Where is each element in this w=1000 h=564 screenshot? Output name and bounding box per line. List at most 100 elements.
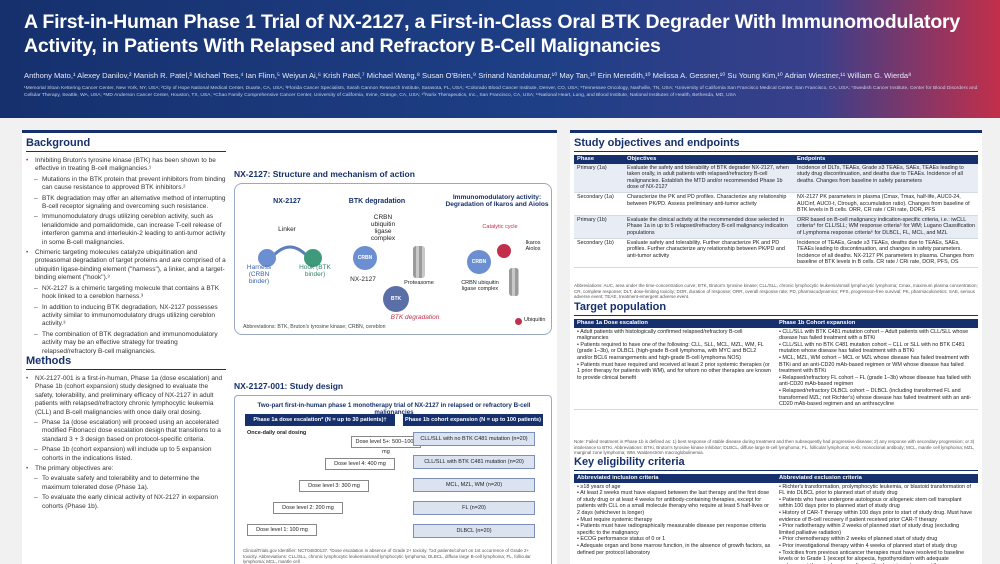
fig1-crbn-ligase-label-2: CRBN ubiquitin ligase complex — [461, 280, 499, 292]
affiliations: ¹Memorial Sloan Kettering Cancer Center,… — [24, 86, 978, 98]
fig2-phase1b-header: Phase 1b cohort expansion (N = up to 100… — [403, 414, 543, 426]
section-divider — [26, 369, 226, 370]
dose-level-step: Dose level 1: 100 mg — [247, 524, 317, 536]
fig2-footnote: ClinicalTrials.gov Identifier: NCT048301… — [243, 548, 531, 564]
table-cell: Evaluate the clinical activity at the re… — [624, 215, 794, 239]
table-header: Phase 1b Cohort expansion — [776, 319, 978, 328]
fig1-harness-label: Harness (CRBN binder) — [246, 264, 272, 285]
section-divider — [574, 470, 978, 471]
exclusion-item: • Prior radiotherapy within 2 weeks of p… — [779, 523, 960, 536]
table-cell: Characterize the PK and PD profiles. Cha… — [624, 192, 794, 216]
dose-level-step: Dose level 2: 200 mg — [273, 502, 343, 514]
cohort-item: • MCL, MZL, WM cohort – MCL or MZL whose… — [779, 354, 970, 375]
table-cell: Primary (1a) — [574, 163, 624, 193]
bullet-item: NX-2127 is a chimeric targeting molecule… — [26, 285, 228, 302]
table-cell: Evaluate safety and tolerability. Furthe… — [624, 238, 794, 268]
dose-level-step: Dose level 5+: 500–1000 mg — [351, 436, 421, 455]
population-table: Phase 1a Dose escalation Phase 1b Cohort … — [574, 319, 978, 410]
nx2127-structure-icon — [258, 245, 322, 267]
bullet-item: Phase 1b (cohort expansion) will include… — [26, 446, 228, 463]
bullet-item: Chimeric targeting molecules catalyze ub… — [26, 249, 228, 283]
objectives-abbreviations: Abbreviations: AUC, area under the time-… — [574, 283, 978, 300]
author-list: Anthony Mato,¹ Alexey Danilov,² Manish R… — [24, 71, 912, 80]
table-cell: ORR based on B-cell malignancy indicatio… — [794, 215, 978, 239]
inclusion-item: • ≥18 years of age — [577, 483, 621, 490]
exclusion-item: • Toxicities from previous anticancer th… — [779, 549, 965, 564]
cohort-item: • CLL/SLL with no BTK C481 mutation coho… — [779, 341, 965, 355]
background-heading: Background — [26, 137, 91, 149]
fig1-nx2127-label: NX-2127 — [350, 276, 376, 283]
left-column: Background Inhibiting Bruton's tyrosine … — [22, 130, 557, 564]
objectives-table: Phase Objectives Endpoints Primary (1a) Eval… — [574, 155, 978, 268]
crbn-icon-2: CRBN — [467, 250, 491, 274]
expansion-cohort-box: MCL, MZL, WM (n=20) — [413, 478, 535, 492]
methods-bullets: NX-2127-001 is a first-in-human, Phase 1… — [26, 375, 228, 513]
exclusion-item: • Prior investigational therapy within 4… — [779, 542, 957, 549]
fig1-linker-label: Linker — [278, 226, 296, 233]
methods-heading: Methods — [26, 355, 72, 367]
table-row: Primary (1a) Evaluate the safety and tole… — [574, 163, 978, 193]
bullet-item: Inhibiting Bruton's tyrosine kinase (BTK… — [26, 157, 228, 174]
bullet-item: Mutations in the BTK protein that preven… — [26, 176, 228, 193]
right-column: Study objectives and endpoints Phase Obje… — [570, 130, 982, 564]
table-cell: NX-2127 PK parameters in plasma (Cmax, T… — [794, 192, 978, 216]
objectives-heading: Study objectives and endpoints — [574, 137, 740, 149]
exclusion-header: Abbreviated exclusion criteria — [776, 474, 978, 483]
poster-title: A First-in-Human Phase 1 Trial of NX-212… — [24, 11, 961, 57]
table-cell: Evaluate the safety and tolerability of … — [624, 163, 794, 193]
population-footnote: Note: Failed treatment in Phase 1b is de… — [574, 439, 975, 456]
cohort-item: • CLL/SLL with BTK C481 mutation cohort … — [779, 328, 969, 342]
cohort-item: • Relapsed/refractory FL cohort – FL (gr… — [779, 374, 971, 388]
fig1-panel2-title: BTK degradation — [348, 198, 406, 205]
bullet-item: Immunomodulatory drugs utilizing cereblo… — [26, 213, 228, 247]
inclusion-item: • Must require systemic therapy — [577, 516, 653, 523]
expansion-cohort-box: CLL/SLL with no BTK C481 mutation (n=20) — [413, 432, 535, 446]
inclusion-header: Abbreviated inclusion criteria — [574, 474, 776, 483]
figure2-panel: Two-part first-in-human phase 1 monother… — [234, 395, 552, 564]
table-header: Endpoints — [794, 155, 978, 164]
fig1-panel1-title: NX-2127 — [273, 198, 301, 205]
inclusion-item: • At least 2 weeks must have elapsed bet… — [577, 490, 770, 516]
population-item: • Patients must have required and receiv… — [577, 361, 771, 381]
table-row: Secondary (1b) Evaluate safety and tolera… — [574, 238, 978, 268]
fig1-ikaros-aiolos-label: Ikaros Aiolos — [525, 240, 541, 252]
bullet-item: BTK degradation may offer an alternative… — [26, 195, 228, 212]
dose-level-step: Dose level 4: 400 mg — [325, 458, 395, 470]
bullet-item: To evaluate the early clinical activity … — [26, 494, 228, 511]
poster-header: A First-in-Human Phase 1 Trial of NX-212… — [0, 0, 1000, 118]
proteasome-icon-2 — [509, 268, 519, 296]
expansion-cohort-box: DLBCL (n=20) — [413, 524, 535, 538]
fig2-once-daily: Once-daily oral dosing — [247, 430, 307, 436]
table-cell: Secondary (1a) — [574, 192, 624, 216]
btk-icon: BTK — [383, 286, 409, 312]
poster-body: Background Inhibiting Bruton's tyrosine … — [0, 118, 1000, 564]
figure2-title: NX-2127-001: Study design — [234, 381, 344, 391]
bullet-item: Phase 1a (dose escalation) will proceed … — [26, 419, 228, 444]
fig1-btk-degradation-label: BTK degradation — [390, 314, 440, 321]
population-heading: Target population — [574, 301, 667, 313]
table-row: Primary (1b) Evaluate the clinical activi… — [574, 215, 978, 239]
eligibility-table: Abbreviated inclusion criteria Abbreviate… — [574, 474, 978, 564]
fig1-panel3-title: Immunomodulatory activity: Degradation o… — [445, 194, 549, 208]
section-divider — [574, 315, 978, 316]
ikaros-aiolos-icon — [497, 244, 511, 258]
inclusion-item: • ECOG performance status of 0 or 1 — [577, 536, 666, 543]
fig2-subtitle: Two-part first-in-human phase 1 monother… — [257, 402, 531, 416]
figure1-panel: NX-2127 Linker Harness (CRBN binder) Hoo… — [234, 183, 552, 335]
exclusion-item: • Prior chemotherapy within 2 weeks of p… — [779, 536, 938, 543]
fig1-catalytic-cycle-label: Catalytic cycle — [482, 224, 518, 230]
population-item: • Adult patients with histologically con… — [577, 328, 743, 342]
cohort-item: • Relapsed/refractory DLBCL cohort – DLB… — [779, 387, 972, 408]
table-header: Objectives — [624, 155, 794, 164]
fig1-hook-label: Hook (BTK binder) — [299, 264, 331, 278]
section-divider — [26, 151, 226, 152]
inclusion-item: • Patients must have radiographically me… — [577, 523, 766, 536]
ubiquitin-legend-icon — [515, 318, 522, 325]
table-cell: Secondary (1b) — [574, 238, 624, 268]
fig1-proteasome-label: Proteasome — [404, 280, 434, 286]
bullet-item: The combination of BTK degradation and i… — [26, 331, 228, 356]
exclusion-item: • History of CAR-T therapy within 100 da… — [779, 509, 972, 523]
table-row: Secondary (1a) Characterize the PK and PD… — [574, 192, 978, 216]
expansion-cohort-box: FL (n=20) — [413, 501, 535, 515]
